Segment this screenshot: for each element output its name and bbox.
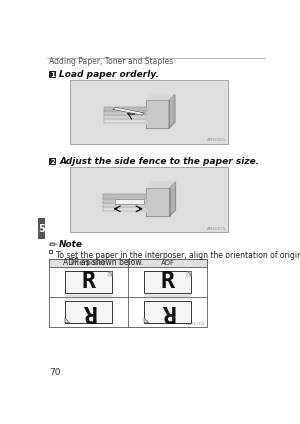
Text: ADF as shown below.: ADF as shown below. — [63, 258, 143, 267]
Text: ✏: ✏ — [49, 240, 57, 250]
Bar — [49, 259, 207, 267]
Text: AMS056S: AMS056S — [207, 138, 226, 142]
Polygon shape — [187, 271, 191, 276]
Text: R: R — [82, 271, 96, 293]
Polygon shape — [115, 199, 143, 204]
Bar — [49, 159, 56, 165]
Polygon shape — [113, 107, 145, 115]
Text: Note: Note — [58, 240, 82, 248]
Polygon shape — [103, 198, 146, 203]
Text: To set the paper in the interposer, align the orientation of originals in the: To set the paper in the interposer, alig… — [56, 251, 300, 260]
Text: R: R — [82, 300, 96, 323]
Bar — [49, 250, 52, 254]
Polygon shape — [104, 114, 146, 119]
Bar — [49, 259, 207, 327]
Text: AMS057S: AMS057S — [207, 226, 226, 231]
Polygon shape — [104, 106, 146, 111]
Text: Adjust the side fence to the paper size.: Adjust the side fence to the paper size. — [59, 157, 259, 166]
Text: Adding Paper, Toner and Staples: Adding Paper, Toner and Staples — [49, 57, 173, 66]
Polygon shape — [146, 95, 175, 100]
Bar — [65, 271, 112, 293]
Text: R: R — [160, 300, 175, 323]
Text: ADF: ADF — [161, 260, 175, 266]
Text: ANR026S: ANR026S — [186, 322, 206, 326]
Bar — [70, 167, 228, 232]
Polygon shape — [146, 100, 169, 128]
Polygon shape — [169, 182, 175, 216]
Polygon shape — [108, 271, 112, 276]
Text: 5: 5 — [38, 224, 45, 234]
Polygon shape — [104, 111, 146, 115]
Polygon shape — [103, 194, 146, 199]
Text: 1: 1 — [50, 72, 55, 78]
Bar — [70, 80, 228, 144]
Bar — [144, 271, 191, 293]
Text: 2: 2 — [50, 159, 55, 165]
Bar — [49, 71, 56, 78]
Text: 70: 70 — [49, 368, 61, 377]
Bar — [144, 301, 191, 323]
Text: Interposer: Interposer — [71, 260, 106, 266]
Bar — [38, 218, 45, 240]
Text: Load paper orderly.: Load paper orderly. — [59, 70, 159, 79]
Text: R: R — [160, 271, 175, 293]
Bar — [65, 301, 112, 323]
Polygon shape — [104, 119, 146, 123]
Polygon shape — [144, 318, 149, 323]
Polygon shape — [103, 202, 146, 207]
Polygon shape — [169, 95, 175, 128]
Polygon shape — [146, 188, 169, 216]
Polygon shape — [146, 182, 175, 188]
Polygon shape — [65, 318, 70, 323]
Polygon shape — [103, 206, 146, 211]
